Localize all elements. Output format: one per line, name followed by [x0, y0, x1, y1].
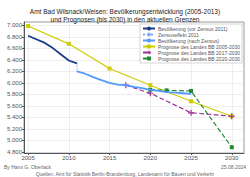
svg-text:2010: 2010 [62, 155, 76, 161]
svg-text:6.800: 6.800 [7, 34, 23, 40]
svg-text:6.000: 6.000 [7, 80, 23, 86]
svg-text:Quellen: Amt für Statistik Ber: Quellen: Amt für Statistik Berlin-Brande… [36, 171, 215, 177]
svg-text:Bevölkerung (vor Zensus 2011): Bevölkerung (vor Zensus 2011) [158, 25, 228, 32]
svg-text:5.000: 5.000 [7, 137, 23, 143]
svg-text:6.200: 6.200 [7, 68, 23, 74]
svg-text:2015: 2015 [103, 155, 117, 161]
svg-text:2020: 2020 [144, 155, 158, 161]
svg-text:5.200: 5.200 [7, 126, 23, 132]
svg-text:Prognose des Landes BB 2017-20: Prognose des Landes BB 2017-2030 [158, 49, 240, 56]
svg-text:Zensuseffekt 2011: Zensuseffekt 2011 [158, 31, 199, 38]
svg-text:2025: 2025 [184, 155, 198, 161]
svg-text:Prognose des Landes BB 2020-20: Prognose des Landes BB 2020-2030 [158, 56, 240, 62]
svg-text:7.000: 7.000 [7, 22, 23, 28]
svg-text:Bevölkerung (nach Zensus): Bevölkerung (nach Zensus) [158, 37, 220, 44]
svg-text:5.800: 5.800 [7, 91, 23, 97]
svg-text:und Prognosen (bis 2030) in de: und Prognosen (bis 2030) in den aktuelle… [51, 16, 200, 24]
svg-text:6.400: 6.400 [7, 57, 23, 63]
svg-text:4.800: 4.800 [7, 149, 23, 155]
svg-text:Prognose des Landes BB 2005-20: Prognose des Landes BB 2005-2030 [158, 43, 240, 50]
svg-text:5.600: 5.600 [7, 103, 23, 109]
svg-text:By Hans G. Oberlack: By Hans G. Oberlack [4, 164, 51, 170]
svg-text:5.400: 5.400 [7, 114, 23, 120]
svg-text:Amt Bad Wilsnack/Weisen: Bevöl: Amt Bad Wilsnack/Weisen: Bevölkerungsent… [30, 8, 220, 16]
svg-text:25.08.2024: 25.08.2024 [221, 164, 246, 170]
svg-text:6.600: 6.600 [7, 45, 23, 51]
svg-text:2005: 2005 [21, 155, 35, 161]
svg-text:2030: 2030 [225, 155, 239, 161]
